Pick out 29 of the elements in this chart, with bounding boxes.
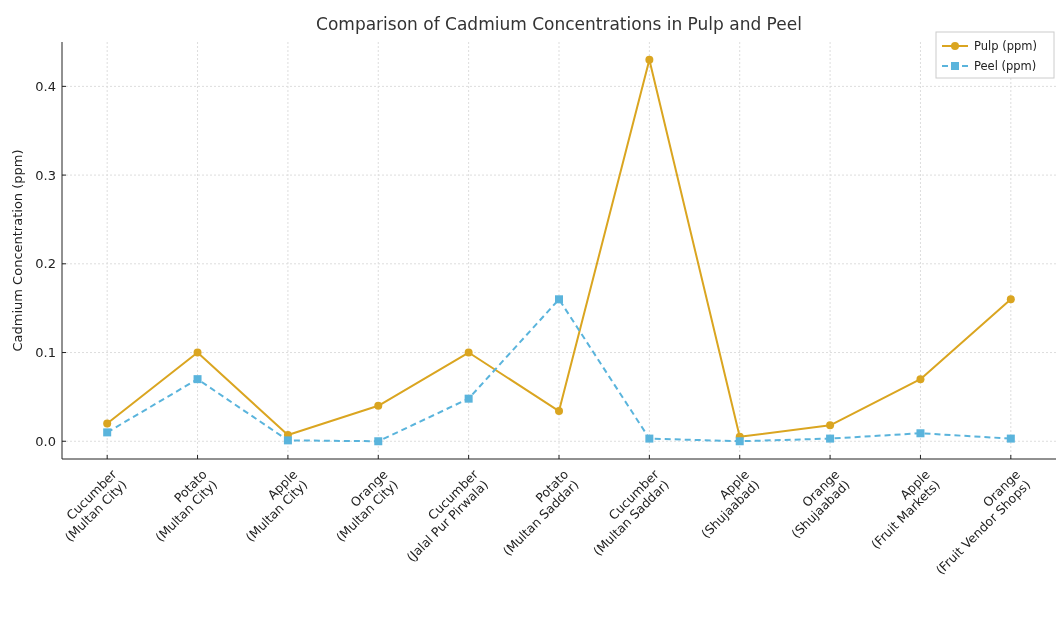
- point: [193, 348, 202, 357]
- y-tick-label: 0.2: [35, 256, 56, 272]
- y-axis-title: Cadmium Concentration (ppm): [10, 149, 25, 352]
- point: [735, 437, 744, 446]
- point: [555, 295, 563, 304]
- point: [103, 419, 112, 428]
- point: [283, 436, 292, 445]
- point: [916, 375, 925, 384]
- chart-title: Comparison of Cadmium Concentrations in Pulp and Peel: [316, 14, 802, 34]
- point: [464, 394, 473, 403]
- point: [193, 375, 202, 384]
- point: [374, 401, 383, 410]
- point: [555, 407, 563, 416]
- y-tick-label: 0.4: [35, 78, 56, 94]
- legend-label: Pulp (ppm): [974, 39, 1037, 54]
- y-tick-label: 0.0: [35, 433, 56, 449]
- point: [1006, 295, 1015, 304]
- point: [645, 434, 654, 443]
- point: [826, 421, 835, 430]
- y-tick-label: 0.1: [35, 345, 56, 361]
- point: [374, 437, 383, 446]
- legend-label: Peel (ppm): [974, 59, 1037, 74]
- point: [826, 434, 835, 443]
- point: [645, 55, 654, 64]
- point: [916, 429, 925, 438]
- y-tick-label: 0.3: [35, 167, 56, 183]
- point: [1006, 434, 1015, 443]
- point: [464, 348, 473, 357]
- point: [103, 428, 112, 437]
